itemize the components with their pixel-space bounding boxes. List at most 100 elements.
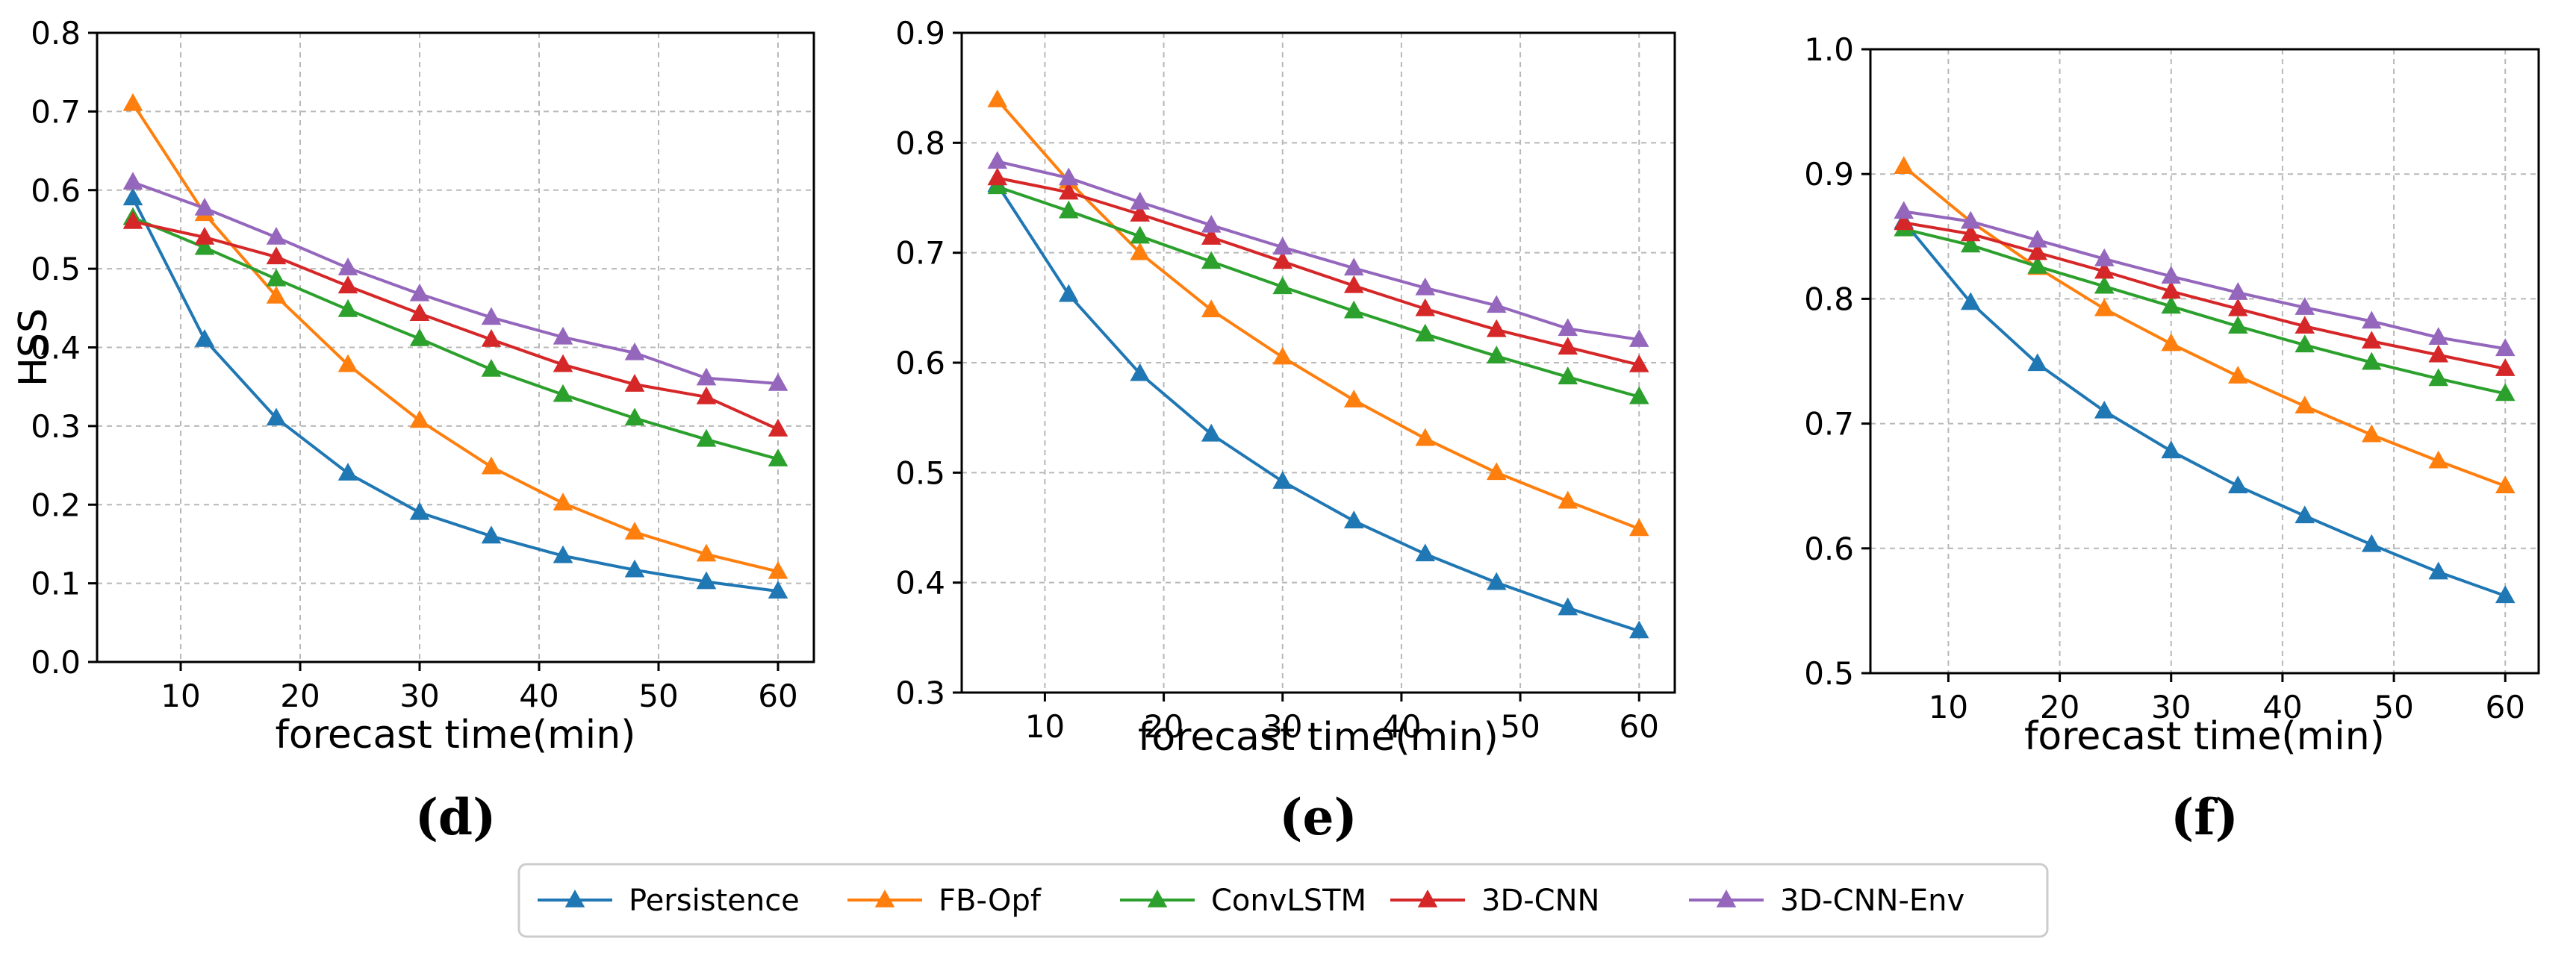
data-point-persistence bbox=[1343, 510, 1364, 528]
data-point-3d-cnn-env bbox=[194, 197, 215, 216]
data-point-persistence bbox=[696, 571, 717, 590]
data-point-fb-opf bbox=[1201, 299, 1222, 318]
data-point-persistence bbox=[1130, 363, 1151, 381]
y-tick-label: 0.9 bbox=[1804, 156, 1854, 193]
series-line-convlstm bbox=[1903, 227, 2506, 396]
data-point-fb-opf bbox=[1894, 156, 1914, 174]
data-point-persistence bbox=[2027, 353, 2048, 372]
x-tick-label: 50 bbox=[2374, 689, 2413, 725]
y-tick-label: 0.6 bbox=[31, 172, 81, 209]
data-point-persistence bbox=[122, 187, 143, 206]
data-point-3d-cnn-env bbox=[1960, 210, 1981, 229]
data-point-3d-cnn-env bbox=[2027, 229, 2048, 248]
data-point-fb-opf bbox=[1558, 490, 1578, 509]
data-point-convlstm bbox=[1130, 225, 1151, 244]
data-point-3d-cnn-env bbox=[1201, 214, 1222, 233]
data-point-fb-opf bbox=[553, 493, 573, 510]
data-point-3d-cnn-env bbox=[1058, 167, 1079, 186]
x-tick-label: 10 bbox=[1025, 708, 1065, 745]
legend-item-3d-cnn: 3D-CNN bbox=[1390, 884, 1599, 918]
data-point-3d-cnn-env bbox=[2227, 282, 2248, 300]
chart-panel-1: 10 20 30 40 50 60 0.0 0.1 0.2 0.3 0.4 0.5 0.6 0.7 0.8 f… bbox=[11, 15, 815, 846]
data-point-fb-opf bbox=[2428, 450, 2449, 469]
data-point-3d-cnn-env bbox=[481, 307, 502, 325]
x-tick-label: 10 bbox=[161, 678, 200, 714]
x-tick-label: 30 bbox=[2151, 689, 2191, 725]
data-point-3d-cnn bbox=[266, 246, 287, 265]
x-tick-label: 30 bbox=[1263, 708, 1302, 745]
legend-marker bbox=[1716, 890, 1737, 907]
data-point-3d-cnn-env bbox=[266, 226, 287, 245]
data-point-fb-opf bbox=[1130, 242, 1151, 260]
x-tick-label: 40 bbox=[2262, 689, 2302, 725]
data-point-fb-opf bbox=[987, 89, 1008, 107]
data-point-convlstm bbox=[696, 428, 717, 447]
data-point-convlstm bbox=[2361, 352, 2382, 370]
data-point-3d-cnn bbox=[553, 354, 573, 372]
x-tick-label: 60 bbox=[758, 678, 797, 714]
data-point-3d-cnn-env bbox=[1343, 257, 1364, 276]
data-point-fb-opf bbox=[1628, 518, 1649, 537]
y-tick-label: 0.8 bbox=[1804, 281, 1854, 317]
data-point-3d-cnn-env bbox=[696, 367, 717, 386]
data-point-3d-cnn-env bbox=[2361, 310, 2382, 329]
data-point-convlstm bbox=[2227, 316, 2248, 334]
data-point-3d-cnn-env bbox=[987, 151, 1008, 169]
data-point-persistence bbox=[2161, 440, 2182, 459]
series-line-3d-cnn bbox=[1903, 221, 2506, 370]
y-tick-label: 0.5 bbox=[895, 454, 945, 491]
data-point-3d-cnn-env bbox=[1130, 191, 1151, 210]
legend-box bbox=[517, 863, 2049, 938]
x-tick-label: 60 bbox=[2486, 689, 2525, 725]
data-point-convlstm bbox=[266, 268, 287, 287]
data-point-3d-cnn bbox=[194, 226, 215, 245]
data-point-convlstm bbox=[553, 384, 573, 402]
legend-item-convlstm: ConvLSTM bbox=[1120, 884, 1366, 918]
data-point-3d-cnn bbox=[1486, 319, 1507, 337]
x-tick-label: 10 bbox=[1929, 689, 1968, 725]
data-point-persistence bbox=[624, 559, 645, 578]
data-point-3d-cnn-env bbox=[1486, 295, 1507, 313]
data-point-convlstm bbox=[194, 237, 215, 255]
y-tick-label: 0.3 bbox=[895, 675, 945, 711]
data-point-3d-cnn bbox=[2361, 331, 2382, 349]
data-point-3d-cnn bbox=[1130, 204, 1151, 222]
data-point-3d-cnn-env bbox=[553, 326, 573, 345]
data-point-3d-cnn bbox=[1058, 181, 1079, 200]
series-line-persistence bbox=[1903, 220, 2506, 598]
legend-marker bbox=[1417, 890, 1438, 907]
plot-frame bbox=[96, 31, 815, 663]
y-tick-label: 0.7 bbox=[895, 235, 945, 272]
legend-label: FB-Opf bbox=[939, 884, 1042, 918]
legend-label: 3D-CNN-Env bbox=[1780, 884, 1964, 918]
y-tick-label: 0.8 bbox=[31, 15, 81, 51]
data-point-3d-cnn-env bbox=[768, 372, 788, 391]
data-point-3d-cnn bbox=[2027, 242, 2048, 260]
series-line-persistence bbox=[131, 197, 779, 593]
data-point-fb-opf bbox=[409, 410, 430, 428]
data-point-persistence bbox=[481, 525, 502, 544]
y-tick-label: 0.6 bbox=[1804, 531, 1854, 567]
x-tick-label: 20 bbox=[1144, 708, 1183, 745]
data-point-fb-opf bbox=[1486, 462, 1507, 481]
y-tick-label: 0.7 bbox=[31, 93, 81, 130]
data-point-fb-opf bbox=[337, 354, 358, 372]
data-point-persistence bbox=[1058, 284, 1079, 302]
data-point-fb-opf bbox=[696, 543, 717, 562]
data-point-fb-opf bbox=[2094, 298, 2115, 316]
data-point-3d-cnn-env bbox=[2295, 297, 2315, 315]
x-tick-label: 20 bbox=[280, 678, 320, 714]
data-point-convlstm bbox=[2027, 255, 2048, 274]
panel-label: (f) bbox=[2171, 788, 2239, 846]
data-point-3d-cnn bbox=[624, 374, 645, 392]
x-axis-title: forecast time(min) bbox=[1138, 715, 1499, 760]
legend-label: ConvLSTM bbox=[1211, 884, 1366, 918]
x-tick-label: 40 bbox=[1381, 708, 1421, 745]
legend-marker bbox=[1147, 890, 1168, 907]
data-point-3d-cnn-env bbox=[2094, 248, 2115, 266]
data-point-persistence bbox=[266, 407, 287, 426]
data-point-3d-cnn-env bbox=[1558, 318, 1578, 337]
data-point-convlstm bbox=[2094, 275, 2115, 294]
data-point-fb-opf bbox=[624, 522, 645, 540]
